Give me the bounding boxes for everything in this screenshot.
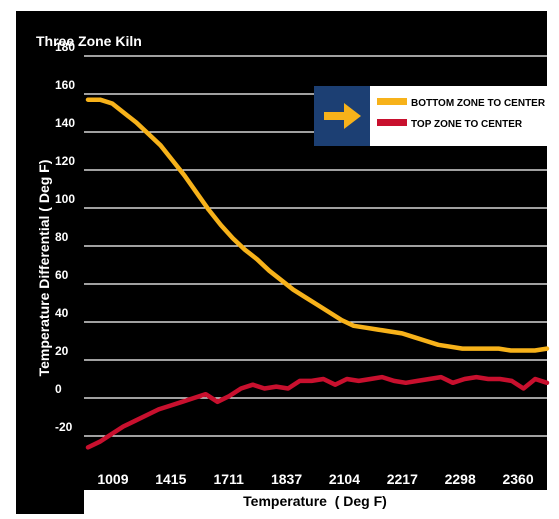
x-tick-label: 1415: [155, 471, 186, 487]
legend-swatch-top-zone: [377, 119, 407, 126]
y-tick-label: 40: [55, 306, 69, 320]
legend: BOTTOM ZONE TO CENTER TOP ZONE TO CENTER: [314, 86, 547, 146]
y-tick-label: 120: [55, 154, 75, 168]
y-tick-label: 100: [55, 192, 75, 206]
y-axis-ticks: -20 0 20 40 60 80 100 120 140 160 180: [55, 40, 75, 434]
x-axis-label: Temperature ( Deg F): [243, 493, 387, 509]
x-tick-label: 2298: [445, 471, 476, 487]
y-axis-label: Temperature Differential ( Deg F): [36, 160, 52, 377]
x-tick-label: 2217: [387, 471, 418, 487]
x-tick-label: 2104: [329, 471, 360, 487]
x-axis-ticks: 1009 1415 1711 1837 2104 2217 2298 2360: [97, 471, 533, 487]
y-tick-label: 180: [55, 40, 75, 54]
series-line-bottom-zone: [85, 97, 550, 353]
y-tick-label: 160: [55, 78, 75, 92]
x-tick-label: 1009: [97, 471, 128, 487]
x-tick-label: 2360: [502, 471, 533, 487]
y-tick-label: 20: [55, 344, 69, 358]
chart-title: Three Zone Kiln: [36, 33, 142, 49]
legend-swatch-bottom-zone: [377, 98, 407, 105]
legend-label-top-zone: TOP ZONE TO CENTER: [411, 119, 523, 130]
y-tick-label: 0: [55, 382, 62, 396]
series-layer: [85, 97, 550, 450]
x-tick-label: 1711: [214, 471, 245, 487]
legend-label-bottom-zone: BOTTOM ZONE TO CENTER: [411, 98, 546, 109]
series-line-top-zone: [85, 374, 550, 450]
x-tick-label: 1837: [271, 471, 302, 487]
y-tick-label: 80: [55, 230, 69, 244]
y-tick-label: 60: [55, 268, 69, 282]
arrow-right-icon: [324, 103, 361, 129]
x-axis-band: [84, 464, 547, 490]
y-tick-label: 140: [55, 116, 75, 130]
y-tick-label: -20: [55, 420, 73, 434]
